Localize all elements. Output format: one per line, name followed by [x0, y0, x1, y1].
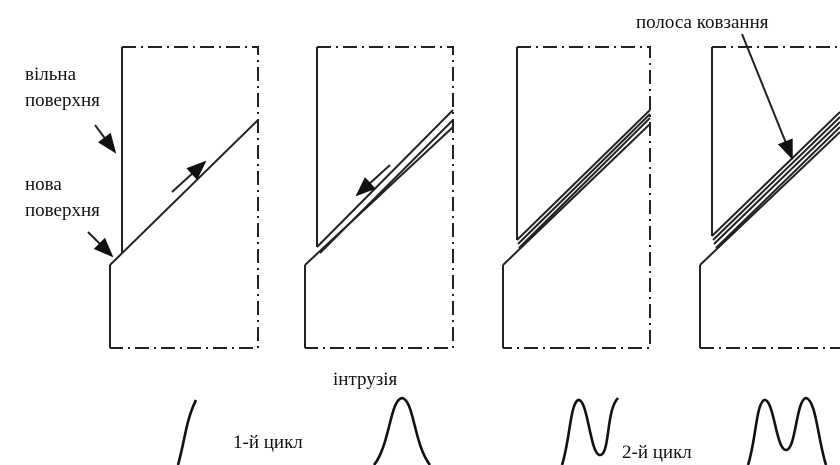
label: нова [25, 174, 62, 195]
label: полоса ковзання [636, 12, 769, 33]
crystal-panel-3 [502, 46, 651, 349]
label: 2-й цикл [622, 442, 692, 463]
crystal-panel-1 [109, 46, 259, 349]
label: вільна [25, 64, 77, 85]
arrow [87, 231, 114, 258]
label: 1-й цикл [233, 432, 303, 453]
label: інтрузія [333, 369, 398, 390]
cycle-curve [746, 396, 828, 465]
crystal-panel-2 [304, 46, 454, 349]
label: поверхня [25, 200, 100, 221]
crystal-panel-4 [699, 33, 840, 349]
cycle-curve [560, 397, 620, 465]
cycle-curve [176, 399, 198, 465]
arrow [94, 124, 117, 154]
label: поверхня [25, 90, 100, 111]
cycle-curve [372, 396, 432, 465]
